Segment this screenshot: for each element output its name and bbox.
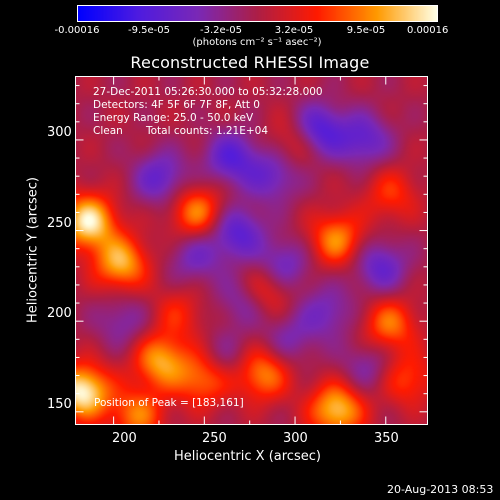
colorbar-tick-label: -3.2e-05 [200, 25, 242, 36]
peak-position-label: Position of Peak = [183,161] [94, 397, 244, 409]
colorbar [77, 5, 438, 22]
y-tick-label: 250 [47, 216, 72, 231]
colorbar-tick-label: 9.5e-05 [346, 25, 386, 36]
colorbar-units: (photons cm⁻² s⁻¹ asec⁻²) [192, 37, 322, 48]
heatmap-image [75, 76, 428, 425]
chart-title: Reconstructed RHESSI Image [130, 53, 370, 72]
info-detectors: Detectors: 4F 5F 6F 7F 8F, Att 0 [93, 99, 260, 111]
x-axis-label: Heliocentric X (arcsec) [174, 449, 321, 464]
colorbar-tick-label: 3.2e-05 [274, 25, 314, 36]
y-axis-label: Heliocentric Y (arcsec) [25, 177, 41, 323]
x-tick-label: 350 [374, 431, 399, 446]
x-tick-label: 200 [112, 431, 137, 446]
y-tick-label: 150 [47, 397, 72, 412]
x-tick-label: 250 [202, 431, 227, 446]
info-method: Clean [93, 125, 123, 137]
footer-date: 20-Aug-2013 08:53 [387, 483, 494, 496]
colorbar-tick-label: -9.5e-05 [128, 25, 170, 36]
y-tick-label: 300 [47, 125, 72, 140]
info-time-range: 27-Dec-2011 05:26:30.000 to 05:32:28.000 [93, 86, 323, 98]
plot-frame [75, 76, 428, 425]
colorbar-tick-label: 0.00016 [406, 25, 449, 36]
info-total-counts: Total counts: 1.21E+04 [146, 125, 269, 137]
colorbar-tick-label: -0.00016 [54, 25, 100, 36]
axis-ticks [75, 76, 428, 425]
x-tick-label: 300 [283, 431, 308, 446]
info-energy-range: Energy Range: 25.0 - 50.0 keV [93, 112, 254, 124]
y-tick-label: 200 [47, 306, 72, 321]
